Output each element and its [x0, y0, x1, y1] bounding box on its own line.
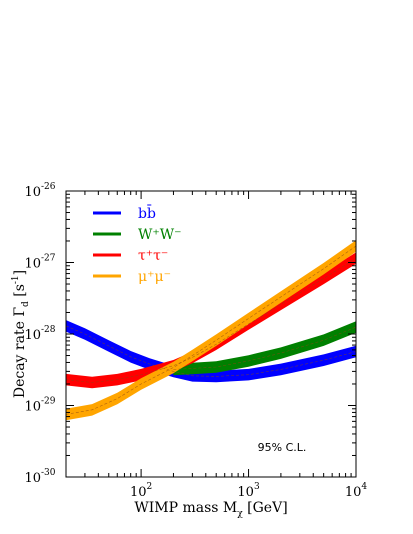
x-tick-label: 102	[130, 482, 152, 500]
x-tick-labels: 102 103 104	[130, 482, 367, 500]
series-bands	[66, 240, 356, 421]
legend-label-2: τ⁺τ⁻	[138, 248, 168, 264]
y-tick-label: 10-27	[24, 254, 55, 272]
legend-label-0: bb̄	[138, 204, 156, 222]
center-line-3	[66, 245, 356, 415]
x-tick-label: 104	[345, 482, 368, 500]
legend-label-3: μ⁺μ⁻	[138, 269, 171, 285]
legend-label-1: W⁺W⁻	[138, 227, 182, 243]
y-axis-label: Decay rate Γd [s-1]	[11, 270, 31, 398]
y-tick-label: 10-26	[24, 182, 55, 200]
confidence-level-annotation: 95% C.L.	[258, 441, 307, 454]
legend: bb̄ W⁺W⁻ τ⁺τ⁻ μ⁺μ⁻	[93, 204, 182, 285]
x-axis-label: WIMP mass Mχ [GeV]	[134, 500, 287, 519]
y-tick-label: 10-29	[24, 397, 55, 415]
center-line-0	[66, 325, 356, 377]
band-0	[66, 320, 356, 383]
center-line-2	[66, 257, 356, 383]
x-tick-label: 103	[237, 482, 260, 500]
axis-ticks	[65, 190, 357, 478]
center-line-1	[173, 326, 356, 370]
series-center-lines	[66, 245, 356, 415]
band-1	[173, 321, 356, 376]
y-tick-labels: 10-30 10-29 10-28 10-27 10-26	[24, 182, 55, 486]
band-3	[66, 240, 356, 421]
y-tick-label: 10-30	[24, 468, 55, 486]
y-tick-label: 10-28	[24, 325, 55, 343]
